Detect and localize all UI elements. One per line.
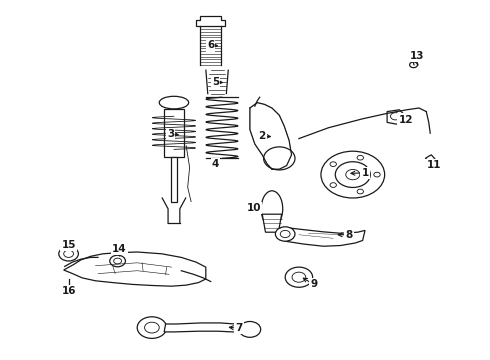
- Text: 7: 7: [235, 323, 243, 333]
- Text: 6: 6: [207, 40, 214, 50]
- Circle shape: [321, 151, 385, 198]
- Polygon shape: [262, 214, 282, 232]
- Text: 8: 8: [345, 230, 352, 240]
- Circle shape: [59, 247, 78, 261]
- Text: 14: 14: [112, 244, 127, 254]
- Text: 12: 12: [398, 114, 413, 125]
- Ellipse shape: [159, 96, 189, 109]
- Circle shape: [410, 53, 417, 59]
- Polygon shape: [250, 103, 292, 169]
- Bar: [164, 109, 184, 157]
- Circle shape: [239, 321, 261, 337]
- Circle shape: [335, 162, 370, 188]
- Text: 15: 15: [61, 240, 76, 250]
- Polygon shape: [64, 252, 206, 286]
- Circle shape: [346, 170, 360, 180]
- Ellipse shape: [261, 191, 283, 227]
- Text: 9: 9: [310, 279, 317, 289]
- Circle shape: [357, 189, 364, 194]
- Text: 4: 4: [212, 159, 220, 169]
- Polygon shape: [164, 323, 245, 332]
- Circle shape: [374, 172, 380, 177]
- Text: 5: 5: [212, 77, 219, 87]
- Circle shape: [110, 255, 125, 267]
- Polygon shape: [387, 110, 404, 124]
- Circle shape: [292, 272, 306, 282]
- Bar: [171, 157, 177, 202]
- Polygon shape: [196, 16, 225, 26]
- Circle shape: [145, 322, 159, 333]
- Circle shape: [64, 250, 74, 257]
- Circle shape: [275, 227, 295, 241]
- Circle shape: [114, 258, 122, 264]
- Circle shape: [285, 267, 313, 287]
- Polygon shape: [285, 228, 365, 246]
- Circle shape: [330, 162, 337, 166]
- Text: 1: 1: [362, 168, 368, 178]
- Text: 16: 16: [61, 286, 76, 296]
- Text: 10: 10: [246, 203, 261, 213]
- Text: 2: 2: [259, 131, 266, 141]
- Circle shape: [280, 230, 290, 238]
- Circle shape: [264, 147, 295, 170]
- Circle shape: [357, 156, 364, 160]
- Polygon shape: [425, 155, 435, 164]
- Text: 11: 11: [426, 160, 441, 170]
- Text: 3: 3: [167, 129, 174, 139]
- Circle shape: [137, 317, 167, 338]
- Circle shape: [410, 62, 417, 68]
- Circle shape: [391, 113, 400, 120]
- Text: 13: 13: [410, 51, 425, 61]
- Circle shape: [330, 183, 337, 188]
